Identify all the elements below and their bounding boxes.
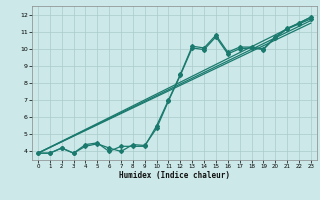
- X-axis label: Humidex (Indice chaleur): Humidex (Indice chaleur): [119, 171, 230, 180]
